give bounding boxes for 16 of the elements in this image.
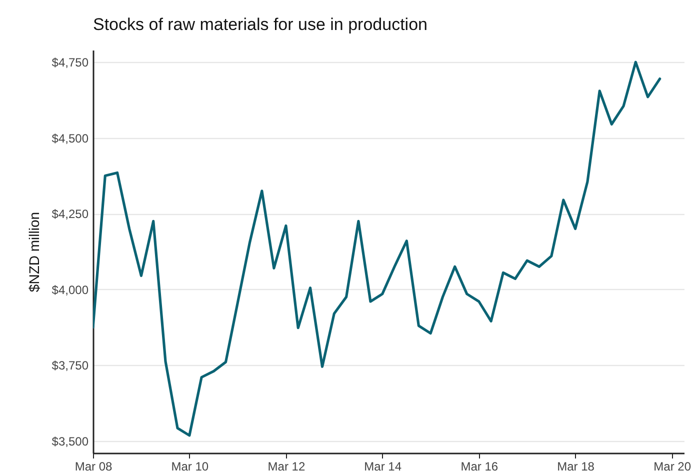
y-axis-title: $NZD million bbox=[26, 212, 42, 292]
y-tick-label: $3,750 bbox=[52, 358, 89, 373]
x-tick-label: Mar 14 bbox=[364, 460, 402, 474]
y-tick-label: $4,500 bbox=[52, 131, 89, 146]
x-tick-label: Mar 12 bbox=[268, 460, 306, 474]
line-series bbox=[93, 60, 662, 437]
x-tick-label: Mar 20 bbox=[654, 460, 692, 474]
y-tick-label: $4,750 bbox=[52, 56, 89, 70]
chart-title: Stocks of raw materials for use in production bbox=[93, 15, 428, 34]
x-tick-label: Mar 16 bbox=[460, 460, 498, 474]
x-tick-label: Mar 10 bbox=[171, 460, 209, 474]
y-tick-label: $4,000 bbox=[52, 282, 89, 297]
y-tick-label: $3,500 bbox=[52, 434, 89, 448]
y-tick-label: $4,250 bbox=[52, 207, 89, 222]
x-tick-label: Mar 08 bbox=[74, 460, 112, 474]
x-tick-label: Mar 18 bbox=[557, 460, 595, 474]
